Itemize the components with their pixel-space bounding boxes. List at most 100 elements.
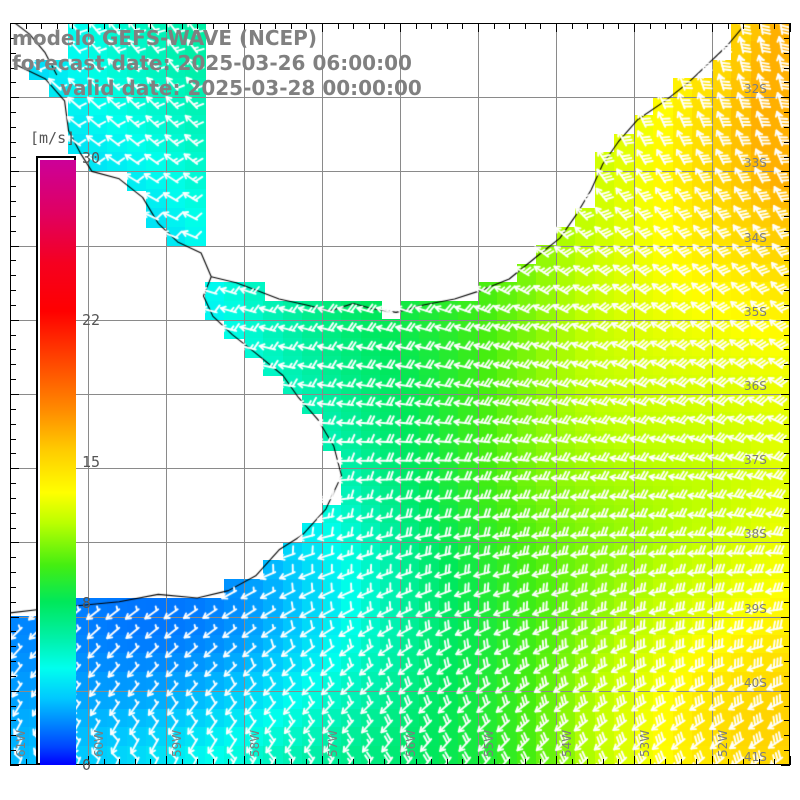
- tick-top: [478, 23, 479, 32]
- map-plot-area[interactable]: 61W60W59W58W57W56W55W54W53W52W31S32S33S3…: [10, 23, 790, 765]
- tick-left: [10, 513, 16, 514]
- tick-top: [540, 23, 541, 29]
- tick-top: [525, 23, 526, 29]
- tick-right: [784, 483, 790, 484]
- lon-label-56w: 56W: [404, 729, 418, 757]
- tick-left: [10, 231, 16, 232]
- lon-label-55w: 55W: [482, 729, 496, 757]
- tick-left: [10, 468, 19, 469]
- tick-bottom: [728, 759, 729, 765]
- lon-label-53w: 53W: [638, 729, 652, 757]
- tick-top: [494, 23, 495, 29]
- tick-bottom: [462, 759, 463, 765]
- tick-bottom: [540, 759, 541, 765]
- tick-right: [784, 676, 790, 677]
- lat-label-41s: 41S: [744, 750, 767, 764]
- tick-left: [10, 82, 16, 83]
- tick-left: [10, 631, 16, 632]
- tick-bottom: [260, 759, 261, 765]
- tick-top: [774, 23, 775, 29]
- tick-left: [10, 453, 16, 454]
- tick-right: [784, 587, 790, 588]
- tick-left: [10, 142, 16, 143]
- tick-bottom: [478, 756, 479, 765]
- tick-bottom: [88, 756, 89, 765]
- tick-top: [447, 23, 448, 29]
- tick-left: [10, 602, 16, 603]
- tick-top: [182, 23, 183, 29]
- tick-top: [322, 23, 323, 32]
- tick-top: [634, 23, 635, 32]
- tick-right: [784, 127, 790, 128]
- tick-right: [784, 82, 790, 83]
- colorbar-tick-22: 22: [82, 310, 101, 329]
- tick-top: [275, 23, 276, 29]
- tick-left: [10, 646, 16, 647]
- tick-top: [712, 23, 713, 32]
- tick-top: [790, 23, 791, 32]
- tick-right: [784, 305, 790, 306]
- tick-right: [784, 409, 790, 410]
- tick-right: [784, 646, 790, 647]
- tick-left: [10, 68, 16, 69]
- tick-bottom: [384, 759, 385, 765]
- tick-top: [431, 23, 432, 29]
- tick-bottom: [291, 759, 292, 765]
- tick-right: [784, 513, 790, 514]
- lat-label-32s: 32S: [744, 82, 767, 96]
- tick-right: [784, 453, 790, 454]
- colorbar-tick-0: 0: [82, 756, 92, 774]
- bottom-margin: [0, 772, 800, 800]
- tick-bottom: [244, 756, 245, 765]
- tick-bottom: [494, 759, 495, 765]
- tick-bottom: [166, 756, 167, 765]
- colorbar[interactable]: [36, 156, 78, 767]
- tick-left: [10, 349, 16, 350]
- tick-left: [10, 320, 19, 321]
- tick-bottom: [182, 759, 183, 765]
- tick-right: [784, 201, 790, 202]
- left-margin: [0, 0, 10, 800]
- tick-left: [10, 587, 16, 588]
- tick-left: [10, 275, 16, 276]
- tick-top: [728, 23, 729, 29]
- tick-left: [10, 409, 16, 410]
- tick-top: [119, 23, 120, 29]
- tick-left: [10, 720, 16, 721]
- lon-label-59w: 59W: [170, 729, 184, 757]
- tick-left: [10, 424, 16, 425]
- tick-top: [369, 23, 370, 29]
- tick-right: [784, 706, 790, 707]
- tick-left: [10, 112, 16, 113]
- tick-right: [784, 335, 790, 336]
- tick-right: [784, 498, 790, 499]
- tick-right: [784, 68, 790, 69]
- tick-bottom: [587, 759, 588, 765]
- tick-left: [10, 557, 16, 558]
- tick-top: [88, 23, 89, 32]
- tick-bottom: [150, 759, 151, 765]
- tick-right: [784, 260, 790, 261]
- tick-top: [260, 23, 261, 29]
- tick-right: [784, 53, 790, 54]
- tick-right: [781, 246, 790, 247]
- tick-bottom: [681, 759, 682, 765]
- tick-top: [509, 23, 510, 29]
- tick-top: [572, 23, 573, 29]
- tick-bottom: [556, 756, 557, 765]
- tick-bottom: [509, 759, 510, 765]
- tick-left: [10, 691, 19, 692]
- tick-bottom: [696, 759, 697, 765]
- tick-top: [384, 23, 385, 29]
- tick-left: [10, 201, 16, 202]
- tick-top: [696, 23, 697, 29]
- tick-bottom: [338, 759, 339, 765]
- tick-top: [213, 23, 214, 29]
- tick-right: [781, 765, 790, 766]
- tick-bottom: [26, 759, 27, 765]
- tick-bottom: [119, 759, 120, 765]
- tick-right: [784, 528, 790, 529]
- tick-right: [784, 424, 790, 425]
- lat-label-36s: 36S: [744, 379, 767, 393]
